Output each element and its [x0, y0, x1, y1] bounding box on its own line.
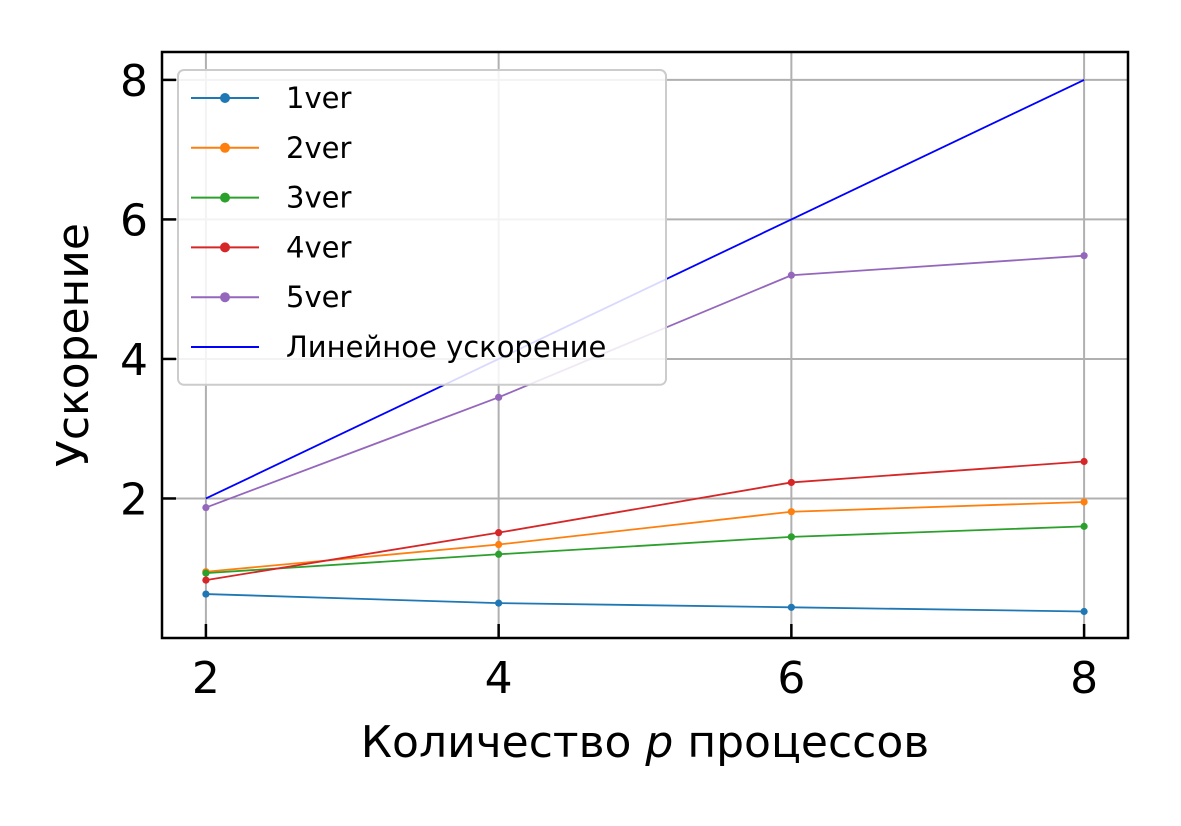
legend-box — [177, 69, 667, 386]
legend-label: 4ver — [286, 230, 351, 264]
legend-label: 3ver — [286, 181, 351, 215]
x-axis-label-suffix: процессов — [673, 717, 929, 768]
x-axis-label: Количество p процессов — [361, 717, 929, 768]
series-line-2ver — [205, 501, 1085, 573]
legend-marker — [220, 242, 230, 253]
plot-frame — [160, 50, 1130, 640]
series-line-1ver — [205, 593, 1085, 613]
data-point-4ver — [495, 529, 503, 537]
y-tick-label: 6 — [120, 195, 148, 246]
y-tick-label: 8 — [120, 56, 148, 107]
series-line-4ver — [205, 460, 1085, 581]
series-line-3ver — [205, 525, 1085, 575]
data-point-1ver — [1080, 607, 1088, 616]
x-axis-label-variable: p — [644, 717, 673, 768]
data-point-1ver — [495, 599, 503, 607]
y-axis-label: Ускорение — [48, 223, 99, 467]
data-point-5ver — [495, 393, 503, 401]
data-point-3ver — [787, 533, 795, 541]
data-point-4ver — [202, 576, 210, 584]
legend-label: 1ver — [286, 81, 351, 115]
legend-marker — [220, 292, 230, 303]
x-tick-label: 2 — [192, 653, 220, 704]
x-tick-label: 8 — [1070, 653, 1098, 704]
legend-label: Линейное ускорение — [286, 330, 606, 364]
data-point-5ver — [202, 503, 210, 512]
data-point-4ver — [1080, 457, 1088, 466]
x-tick-label: 6 — [777, 653, 805, 704]
legend-marker — [220, 93, 230, 103]
data-point-4ver — [787, 478, 795, 487]
legend-marker — [220, 192, 230, 203]
data-point-2ver — [495, 540, 503, 549]
legend-marker — [220, 142, 230, 153]
data-point-3ver — [1080, 522, 1088, 530]
y-tick-label: 2 — [120, 474, 148, 525]
data-point-2ver — [787, 508, 795, 516]
legend-label: 5ver — [286, 280, 351, 314]
legend: 1ver 2ver 3ver 4ver 5ver Линейное ускорение — [177, 69, 667, 386]
data-point-1ver — [202, 590, 210, 598]
x-axis-label-prefix: Количество — [361, 717, 646, 768]
data-point-1ver — [787, 603, 795, 611]
axis-ticks: 2 4 6 8 2 4 6 8 — [120, 56, 1098, 704]
data-point-3ver — [202, 569, 210, 577]
data-point-3ver — [495, 550, 503, 558]
y-tick-label: 4 — [120, 335, 148, 386]
legend-label: 2ver — [286, 131, 351, 165]
data-point-5ver — [787, 271, 795, 279]
data-point-5ver — [1080, 252, 1088, 260]
data-point-2ver — [1080, 498, 1088, 506]
x-tick-label: 4 — [485, 653, 513, 704]
